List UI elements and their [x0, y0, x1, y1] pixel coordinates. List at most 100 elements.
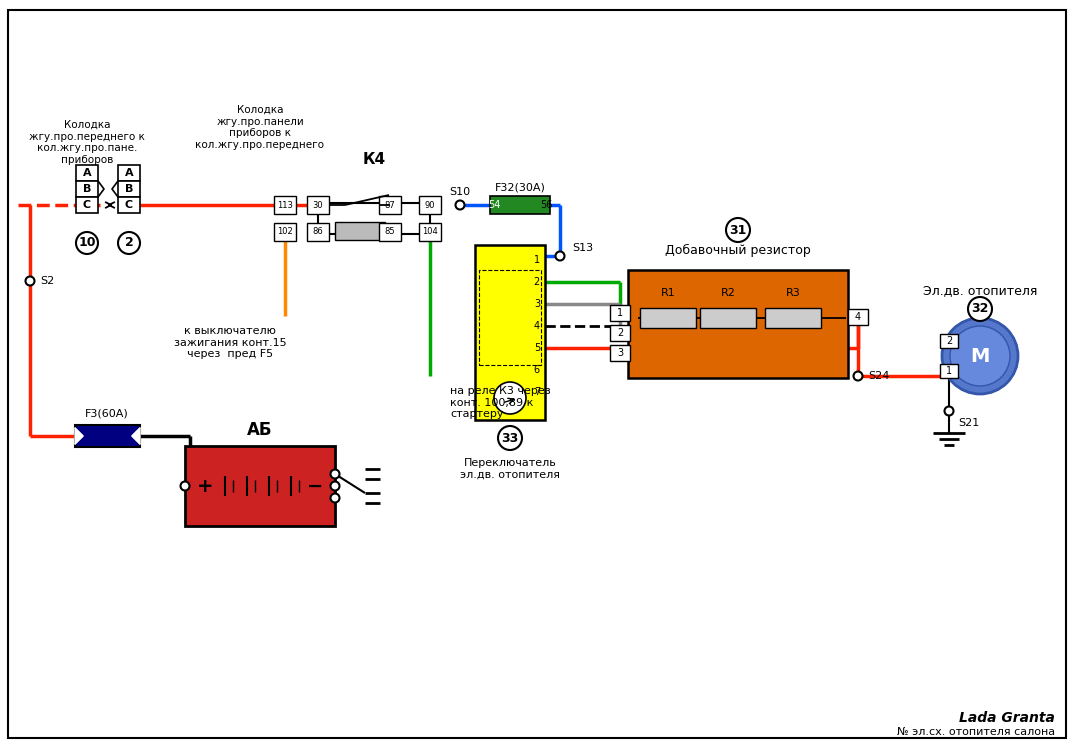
Circle shape: [330, 469, 340, 478]
Bar: [940, 364, 958, 378]
Text: 2: 2: [125, 236, 133, 249]
Bar: [307, 196, 329, 214]
Text: F3(60A): F3(60A): [85, 409, 129, 419]
Text: 2: 2: [946, 336, 952, 346]
Text: 86: 86: [313, 228, 324, 236]
Bar: [335, 222, 385, 240]
Bar: [628, 270, 848, 378]
Text: 90: 90: [425, 201, 436, 210]
Bar: [76, 197, 98, 213]
Circle shape: [330, 494, 340, 503]
Bar: [76, 181, 98, 197]
Text: 10: 10: [79, 236, 96, 249]
Text: S10: S10: [450, 187, 470, 197]
Circle shape: [968, 297, 992, 321]
Bar: [185, 446, 335, 526]
Bar: [379, 223, 401, 241]
Text: 1: 1: [617, 308, 623, 318]
Text: к выключателю
зажигания конт.15
через  пред F5: к выключателю зажигания конт.15 через пр…: [173, 326, 286, 360]
Text: 56: 56: [540, 200, 552, 210]
Bar: [419, 223, 441, 241]
Text: S24: S24: [868, 371, 890, 381]
Bar: [75, 425, 140, 447]
Text: Колодка
жгу.про.панели
приборов к
кол.жгу.про.переднего: Колодка жгу.про.панели приборов к кол.жг…: [196, 105, 325, 150]
Bar: [307, 223, 329, 241]
Text: 102: 102: [278, 228, 293, 236]
Text: АБ: АБ: [247, 421, 272, 439]
Bar: [379, 196, 401, 214]
Text: R3: R3: [785, 288, 801, 298]
Circle shape: [118, 232, 140, 254]
Text: Переключатель
эл.дв. отопителя: Переключатель эл.дв. отопителя: [461, 458, 560, 480]
Bar: [700, 308, 756, 328]
Bar: [610, 325, 631, 341]
Circle shape: [498, 426, 522, 450]
Text: C: C: [83, 200, 91, 210]
Text: 85: 85: [385, 228, 395, 236]
Polygon shape: [75, 428, 83, 444]
Bar: [318, 203, 430, 234]
Circle shape: [555, 251, 565, 260]
Circle shape: [942, 318, 1018, 394]
Text: 4: 4: [855, 312, 861, 322]
Text: C: C: [125, 200, 133, 210]
Text: Добавочный резистор: Добавочный резистор: [665, 243, 811, 257]
Text: 87: 87: [384, 201, 395, 210]
Circle shape: [726, 218, 750, 242]
Circle shape: [853, 372, 863, 380]
Text: Эл.дв. отопителя: Эл.дв. отопителя: [923, 284, 1037, 298]
Bar: [76, 165, 98, 181]
Circle shape: [76, 232, 98, 254]
Text: 113: 113: [277, 201, 293, 210]
Bar: [940, 334, 958, 348]
Circle shape: [494, 382, 526, 414]
Bar: [848, 309, 868, 325]
Text: 1: 1: [946, 366, 952, 376]
Circle shape: [455, 201, 465, 210]
Bar: [118, 181, 140, 197]
Text: 54: 54: [487, 200, 500, 210]
Text: 1: 1: [534, 255, 540, 265]
Circle shape: [945, 407, 953, 416]
Text: B: B: [83, 184, 91, 194]
Bar: [274, 223, 296, 241]
Text: 4: 4: [534, 321, 540, 331]
Text: 3: 3: [617, 348, 623, 358]
Text: 32: 32: [972, 302, 989, 316]
Bar: [475, 245, 546, 420]
Bar: [479, 270, 541, 365]
Text: R2: R2: [721, 288, 735, 298]
Text: 104: 104: [422, 228, 438, 236]
Text: A: A: [125, 168, 133, 178]
Text: S21: S21: [958, 418, 979, 428]
Bar: [419, 196, 441, 214]
Bar: [610, 345, 631, 361]
Bar: [274, 196, 296, 214]
Circle shape: [950, 326, 1010, 386]
Text: −: −: [307, 477, 323, 495]
Circle shape: [181, 481, 189, 491]
Circle shape: [330, 481, 340, 491]
Text: Колодка
жгу.про.переднего к
кол.жгу.про.пане.
приборов: Колодка жгу.про.переднего к кол.жгу.про.…: [29, 120, 145, 165]
Text: +: +: [197, 477, 213, 495]
Text: 33: 33: [501, 431, 519, 445]
Text: К4: К4: [363, 152, 385, 168]
Text: 31: 31: [730, 224, 747, 236]
Text: R1: R1: [661, 288, 676, 298]
Text: 2: 2: [534, 277, 540, 287]
Bar: [640, 308, 696, 328]
Text: F32(30A): F32(30A): [495, 183, 546, 193]
Text: 6: 6: [534, 365, 540, 375]
Text: 7: 7: [534, 387, 540, 397]
Bar: [765, 308, 821, 328]
Bar: [610, 305, 631, 321]
Circle shape: [26, 277, 34, 286]
Text: на реле К3 через
конт. 100,89 к
стартеру: на реле К3 через конт. 100,89 к стартеру: [450, 386, 551, 419]
Text: B: B: [125, 184, 133, 194]
Text: Lada Granta: Lada Granta: [959, 711, 1054, 725]
Text: 2: 2: [617, 328, 623, 338]
Bar: [118, 165, 140, 181]
Text: М: М: [971, 346, 990, 366]
Bar: [490, 196, 550, 214]
Text: 30: 30: [313, 201, 323, 210]
